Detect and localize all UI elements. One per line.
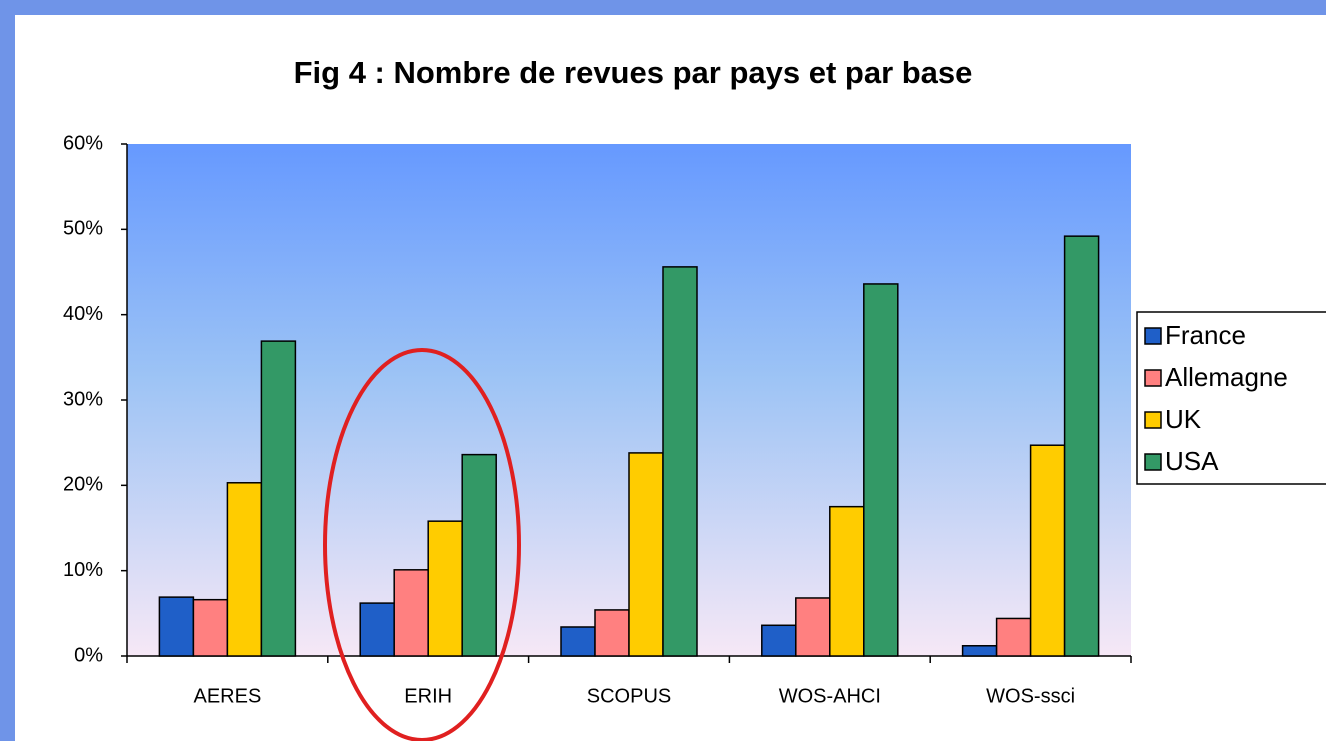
legend-swatch: [1144, 327, 1162, 345]
bar: [158, 596, 195, 657]
x-tick-label: WOS-AHCI: [779, 685, 881, 707]
x-tick-label: SCOPUS: [587, 685, 671, 707]
marks: 0% 10% 20% 30% 40% 50% 60% AERES ERIH SCOPUS WOS-A…: [63, 132, 1326, 707]
legend-swatch: [1144, 369, 1162, 387]
bar: [628, 452, 664, 657]
legend-label: Allemagne: [1165, 362, 1288, 392]
bar: [260, 340, 297, 657]
y-tick-label: 60%: [63, 132, 103, 154]
bar: [1029, 444, 1066, 657]
bar: [662, 266, 698, 657]
bar: [192, 598, 229, 657]
bar: [226, 482, 263, 657]
bar: [1063, 235, 1100, 657]
legend-box: [1136, 311, 1326, 485]
bar: [829, 505, 865, 657]
legend-swatch: [1144, 411, 1162, 429]
chart-title: Fig 4 : Nombre de revues par pays et par…: [294, 55, 973, 90]
highlight-ellipse: [323, 348, 521, 741]
bar: [995, 617, 1032, 657]
bar: [795, 597, 831, 657]
bar: [761, 624, 797, 657]
bar: [594, 609, 630, 657]
bar: [461, 453, 497, 657]
legend-label: France: [1165, 320, 1246, 350]
legend-label: USA: [1165, 446, 1219, 476]
x-tick-label: WOS-ssci: [986, 685, 1075, 707]
bar: [359, 602, 395, 657]
x-tick-label: ERIH: [404, 685, 452, 707]
bar: [560, 626, 596, 657]
bar: [427, 520, 463, 657]
x-tick-label: AERES: [193, 685, 261, 707]
bar: [863, 283, 899, 657]
y-tick-label: 10%: [63, 559, 103, 581]
y-tick-label: 50%: [63, 218, 103, 240]
y-tick-label: 20%: [63, 474, 103, 496]
y-tick-label: 30%: [63, 388, 103, 410]
legend-swatch: [1144, 453, 1162, 471]
y-tick-label: 0%: [74, 644, 103, 666]
bar: [393, 569, 429, 657]
legend-label: UK: [1165, 404, 1202, 434]
y-tick-label: 40%: [63, 303, 103, 325]
bar: [961, 645, 998, 657]
